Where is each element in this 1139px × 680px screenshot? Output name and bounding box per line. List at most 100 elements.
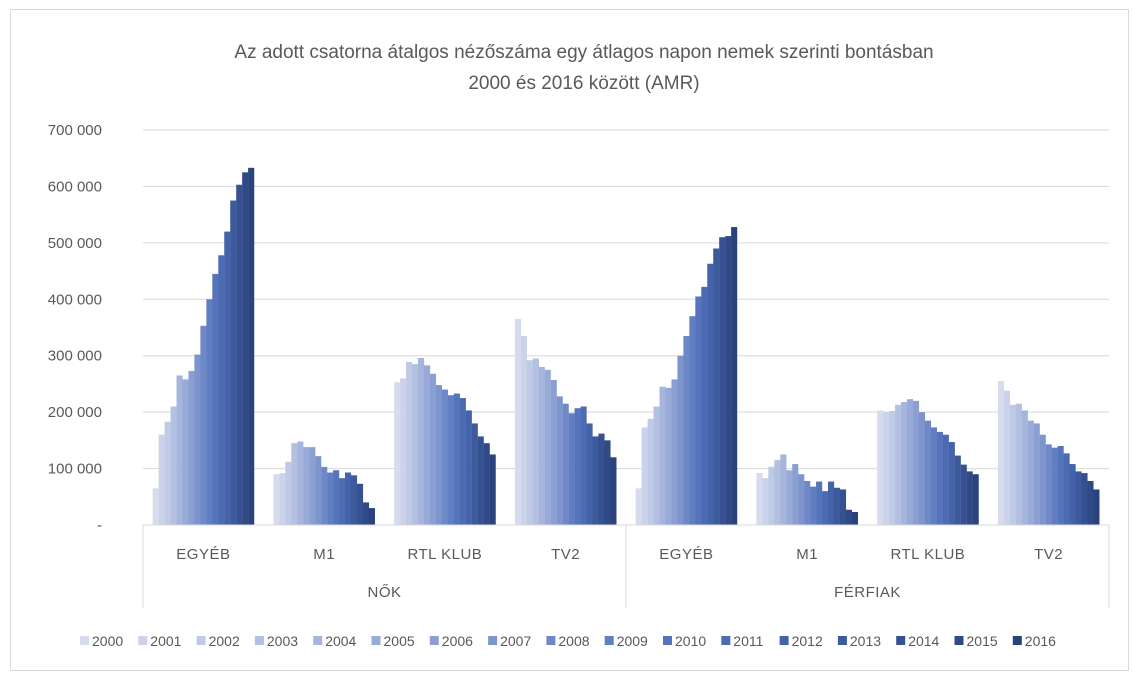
legend-item-2007: 2007 [488,633,531,649]
y-tick-label: - [97,517,102,534]
bar-nok-m1-2015 [362,502,370,525]
bar-nok-tv2-2002 [526,360,533,525]
bar-nok-m1-2007 [315,456,322,525]
legend-label: 2016 [1025,633,1056,649]
bar-ferfiak-tv2-2009 [1051,447,1058,525]
legend-label: 2002 [209,633,240,649]
bar-nok-m1-2012 [345,472,352,525]
bar-ferfiak-rtl-klub-2004 [901,401,908,525]
legend-item-2004: 2004 [313,633,357,649]
category-label-m1: M1 [313,546,335,563]
bar-ferfiak-egyeb-2012 [707,263,714,525]
bar-ferfiak-m1-2002 [768,466,775,525]
bar-nok-tv2-2001 [520,335,527,525]
bar-nok-egyeb-2010 [212,273,219,525]
bar-ferfiak-egyeb-2015 [725,236,732,525]
bar-ferfiak-m1-2008 [804,480,811,525]
bar-nok-egyeb-2015 [242,172,249,525]
bar-nok-egyeb-2002 [164,421,171,525]
legend: 2000 2001 2002 2003 2004 2005 2006 2007 2008 2009… [80,633,1056,649]
bar-ferfiak-tv2-2013 [1075,471,1082,525]
bar-ferfiak-rtl-klub-2001 [883,412,890,525]
bar-ferfiak-tv2-2006 [1033,423,1040,525]
chart-subtitle: 2000 és 2016 között (AMR) [468,73,699,94]
bar-nok-m1-2010 [333,470,340,525]
y-axis-tick-labels: - 100 000 200 000 300 000 400 000 500 000 600 … [48,122,102,534]
legend-item-2011: 2011 [721,633,764,649]
legend-label: 2003 [267,633,298,649]
bar-nok-m1-2003 [291,443,298,525]
bar-nok-rtl-klub-2000 [394,382,401,525]
bar-nok-tv2-2006 [550,379,557,525]
bar-ferfiak-tv2-2015 [1087,480,1094,525]
bar-ferfiak-m1-2001 [762,478,769,525]
bar-ferfiak-egyeb-2011 [701,286,708,525]
bar-nok-m1-2016 [368,508,375,525]
bar-nok-m1-2009 [327,472,334,525]
bars [152,167,1100,526]
bar-nok-egyeb-2011 [218,255,225,525]
legend-label: 2000 [92,633,123,649]
category-label-m1: M1 [796,546,818,563]
bar-nok-rtl-klub-2010 [453,393,460,525]
y-tick-label: 400 000 [48,291,102,308]
bar-ferfiak-m1-2009 [810,486,817,525]
bar-nok-egyeb-2007 [194,354,201,525]
bar-nok-tv2-2013 [592,436,599,525]
bar-ferfiak-egyeb-2014 [719,237,726,525]
legend-label: 2004 [325,633,356,649]
bar-nok-tv2-2003 [532,358,539,525]
legend-swatch [80,636,89,645]
y-tick-label: 100 000 [48,461,102,478]
legend-label: 2007 [500,633,531,649]
bar-nok-rtl-klub-2007 [435,385,443,525]
legend-label: 2011 [733,633,763,649]
legend-item-2002: 2002 [196,633,240,649]
bar-ferfiak-rtl-klub-2012 [948,442,955,525]
bar-ferfiak-m1-2003 [774,460,781,525]
bar-nok-rtl-klub-2016 [489,454,496,525]
legend-swatch [663,636,672,645]
bar-ferfiak-egyeb-2001 [641,427,648,525]
bar-ferfiak-egyeb-2008 [683,335,690,525]
legend-label: 2008 [558,633,589,649]
group-label-ferfiak: FÉRFIAK [834,584,901,601]
legend-label: 2005 [384,633,415,649]
bar-ferfiak-tv2-2011 [1063,453,1070,525]
bar-nok-egyeb-2000 [152,488,159,525]
legend-item-2009: 2009 [604,633,648,649]
bar-ferfiak-rtl-klub-2003 [895,404,902,525]
bar-nok-rtl-klub-2013 [471,423,478,525]
bar-ferfiak-m1-2013 [833,487,841,525]
bar-ferfiak-egyeb-2007 [677,355,684,525]
bar-nok-rtl-klub-2005 [423,365,431,525]
bar-nok-egyeb-2004 [176,375,183,525]
bar-nok-m1-2013 [350,475,358,525]
bar-nok-tv2-2009 [568,413,575,525]
category-label-rtl-klub: RTL KLUB [890,546,965,563]
bar-ferfiak-rtl-klub-2002 [889,411,896,525]
bar-ferfiak-rtl-klub-2013 [954,455,961,525]
bar-nok-rtl-klub-2004 [418,357,425,525]
y-tick-label: 500 000 [48,235,102,252]
bar-nok-egyeb-2001 [158,434,165,525]
legend-swatch [779,636,789,645]
category-label-tv2: TV2 [1034,546,1063,563]
bar-nok-m1-2006 [309,447,316,525]
bar-ferfiak-m1-2010 [816,481,823,525]
bar-nok-egyeb-2009 [206,299,213,525]
legend-swatch [196,636,206,645]
bar-nok-tv2-2015 [604,440,611,525]
bar-nok-rtl-klub-2001 [400,378,407,525]
legend-swatch [138,636,148,645]
bar-ferfiak-rtl-klub-2011 [942,434,949,525]
bar-ferfiak-tv2-2005 [1027,420,1034,525]
legend-swatch [371,636,381,645]
bar-nok-tv2-2016 [610,457,617,525]
bar-ferfiak-m1-2007 [798,474,805,525]
bar-ferfiak-rtl-klub-2008 [924,420,932,525]
legend-label: 2014 [908,633,939,649]
bar-ferfiak-rtl-klub-2016 [972,474,979,525]
bar-nok-rtl-klub-2009 [447,395,454,525]
bar-nok-tv2-2005 [544,369,551,525]
